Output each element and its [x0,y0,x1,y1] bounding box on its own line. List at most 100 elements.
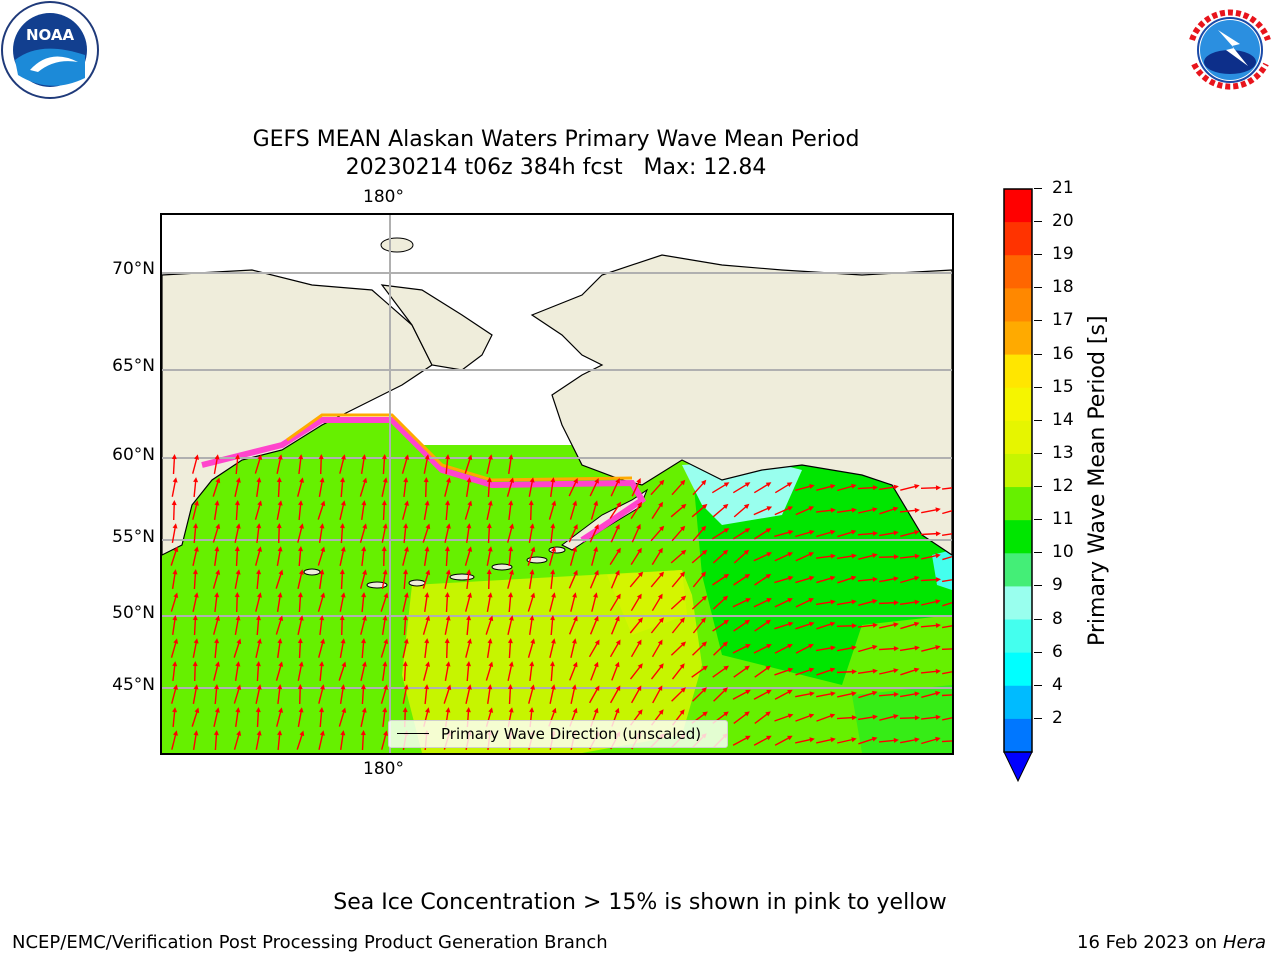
colorbar-extend-triangle [1003,751,1033,783]
wave-arrow-head [935,485,941,491]
wave-arrow [610,617,620,635]
wave-arrow-head [787,552,793,557]
wave-arrow-head [744,711,750,717]
wave-arrow-head [529,569,535,575]
wave-arrow-head [320,684,325,690]
wave-arrow [691,504,707,518]
wave-arrow-head [872,485,878,491]
wave-arrow-head [402,707,408,713]
wave-arrow-head [723,665,729,671]
wave-arrow-head [507,684,513,690]
wave-arrow [234,571,240,589]
wave-arrow [298,456,302,474]
wave-arrow [900,738,918,744]
wave-arrow-head [808,598,814,603]
wave-arrow-head [702,503,708,509]
wave-arrow-head [171,500,177,506]
wave-arrow [446,639,448,659]
wave-arrow [233,732,241,750]
colorbar-segment [1004,354,1032,389]
wave-arrow-head [508,546,514,552]
wave-arrow-head [614,707,620,714]
wave-arrow [508,455,512,475]
wave-arrow-head [659,479,665,486]
wave-arrow-head [508,707,514,713]
wave-arrow-head [766,644,772,649]
wave-arrow [609,503,621,519]
map-legend: Primary Wave Direction (unscaled) [388,720,728,748]
wave-arrow-head [298,707,304,713]
wave-arrow-head [487,684,493,690]
wave-arrow-head [766,689,772,695]
wave-arrow-head [680,687,686,693]
wave-arrow-head [616,547,621,554]
wave-arrow-head [808,713,815,719]
wave-arrow [816,485,834,491]
wave-arrow-head [572,661,578,668]
wave-arrow [589,479,599,497]
colorbar-segment [1004,288,1032,322]
wave-arrow-head [214,638,220,644]
wave-arrow [733,712,749,724]
wave-arrow [712,504,728,518]
wave-arrow-head [467,546,473,552]
wave-arrow-head [234,500,240,506]
wave-arrow-head [255,707,261,713]
chart-title: GEFS MEAN Alaskan Waters Primary Wave Me… [156,126,956,182]
wave-arrow-head [935,645,941,650]
wave-arrow-head [658,501,663,508]
wave-arrow-head [700,571,706,577]
wave-arrow [732,644,750,654]
wave-arrow-head [214,454,220,460]
wave-arrow-head [235,477,241,483]
wave-arrow-head [193,523,198,529]
wave-arrow-head [381,454,387,460]
wave-arrow-head [361,661,367,667]
wave-arrow [816,576,834,584]
wave-arrow [774,598,792,608]
wave-arrow-head [701,549,708,555]
wave-arrow-head [403,592,409,598]
wave-arrow-head [745,735,751,741]
wave-arrow-head [298,615,304,621]
wave-arrow [422,571,430,589]
wave-arrow-head [681,503,687,509]
wave-arrow [380,640,388,658]
wave-arrow-head [593,546,598,552]
wave-arrow-head [444,592,450,598]
wave-arrow-head [766,506,773,511]
colorbar-segment [1004,718,1032,753]
wave-arrow-head [702,711,708,717]
wave-arrow [550,525,554,543]
wave-arrow [753,598,771,608]
title-line-1: GEFS MEAN Alaskan Waters Primary Wave Me… [252,127,860,152]
wave-arrow [486,548,492,566]
wave-arrow-head [657,685,663,691]
wave-arrow-head [871,736,878,742]
wave-arrow-head [425,707,430,713]
wave-arrow-head [808,621,815,627]
wave-arrow [630,549,642,565]
wave-arrow-head [851,483,857,489]
wave-arrow-head [679,571,685,577]
wave-arrow [568,479,578,497]
wave-arrow-head [636,685,642,691]
wave-arrow-head [255,661,261,667]
wave-arrow-head [381,546,387,552]
wave-arrow-head [320,638,325,644]
wave-arrow-head [424,592,430,598]
wave-arrow-head [766,735,772,741]
wave-arrow-head [383,638,389,644]
wave-arrow-head [319,730,325,736]
wave-arrow-head [382,661,388,667]
wave-arrow-head [872,690,878,696]
wave-arrow-head [551,546,556,552]
wave-arrow-head [192,615,198,621]
wave-arrow-head [508,500,514,506]
wave-arrow-head [573,569,578,576]
wave-arrow [340,731,344,751]
colorbar-ticks: 21 20 19 18 17 16 15 14 13 12 11 10 9 8 6 4 2 [1034,178,1084,778]
wave-arrow-head [766,598,772,603]
colorbar-tick-mark [1034,188,1042,189]
lon-label-bottom: 180° [363,759,404,779]
